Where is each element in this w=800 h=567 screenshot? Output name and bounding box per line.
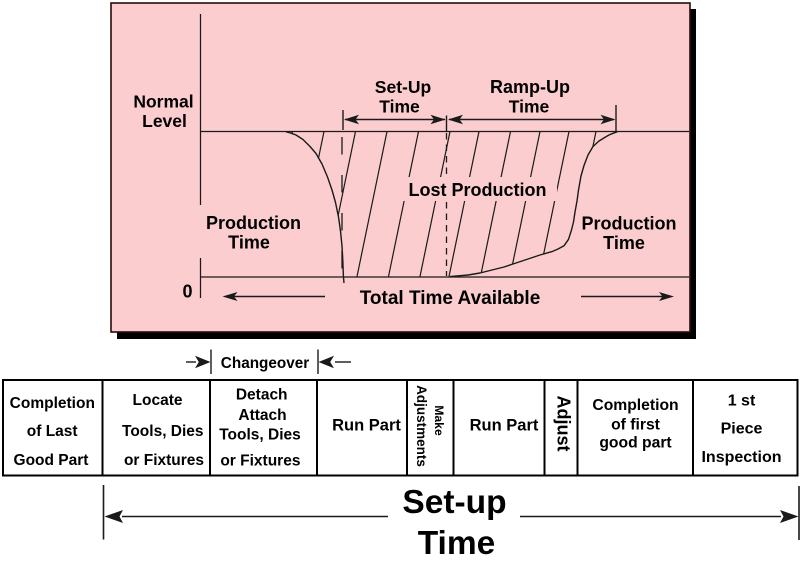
svg-text:Inspection: Inspection	[701, 449, 781, 466]
svg-text:Tools, Dies: Tools, Dies	[219, 427, 301, 444]
svg-text:Run Part: Run Part	[470, 417, 539, 435]
svg-text:Time: Time	[509, 97, 550, 117]
svg-text:Attach: Attach	[238, 407, 286, 424]
svg-text:or Fixtures: or Fixtures	[124, 452, 204, 469]
svg-text:Time: Time	[603, 233, 645, 253]
svg-text:Locate: Locate	[133, 392, 183, 409]
svg-text:Set-Up: Set-Up	[375, 77, 431, 97]
svg-text:Production: Production	[206, 213, 301, 233]
svg-text:1 st: 1 st	[728, 393, 756, 410]
svg-text:Changeover: Changeover	[221, 355, 309, 372]
svg-text:Adjustments: Adjustments	[414, 385, 429, 467]
svg-text:Good Part: Good Part	[14, 452, 89, 469]
svg-text:good part: good part	[599, 435, 672, 452]
svg-text:Piece: Piece	[721, 421, 763, 438]
svg-text:Completion: Completion	[10, 395, 95, 412]
svg-text:of Last: of Last	[27, 423, 78, 440]
svg-text:Adjust: Adjust	[554, 396, 574, 452]
svg-text:Completion: Completion	[592, 397, 678, 414]
svg-text:Time: Time	[228, 233, 270, 253]
svg-text:Ramp-Up: Ramp-Up	[490, 77, 570, 97]
svg-text:Run Part: Run Part	[332, 417, 401, 435]
svg-text:Lost Production: Lost Production	[409, 180, 547, 200]
svg-text:Detach: Detach	[236, 387, 288, 404]
svg-text:or Fixtures: or Fixtures	[220, 453, 300, 470]
svg-text:Tools, Dies: Tools, Dies	[122, 423, 204, 440]
svg-text:Time: Time	[418, 525, 496, 562]
svg-text:Normal: Normal	[133, 92, 193, 112]
svg-text:Total Time Available: Total Time Available	[360, 288, 541, 309]
svg-text:of first: of first	[611, 417, 661, 434]
svg-text:Production: Production	[582, 214, 677, 234]
svg-text:0: 0	[182, 282, 192, 302]
svg-text:Level: Level	[142, 111, 187, 131]
svg-text:Time: Time	[379, 97, 420, 117]
svg-text:Set-up: Set-up	[402, 484, 506, 521]
svg-text:Make: Make	[432, 405, 446, 436]
